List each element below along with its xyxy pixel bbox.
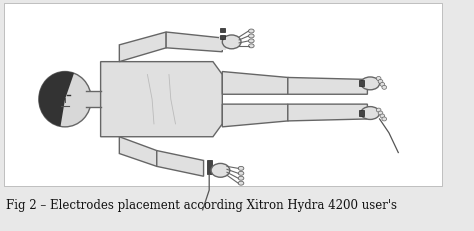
- Bar: [219, 37, 226, 51]
- Ellipse shape: [376, 77, 381, 81]
- Ellipse shape: [376, 109, 381, 112]
- Ellipse shape: [382, 86, 387, 90]
- Wedge shape: [39, 72, 74, 127]
- Bar: [359, 111, 364, 116]
- Ellipse shape: [378, 80, 383, 84]
- Circle shape: [39, 72, 91, 127]
- Bar: [4, 4, 442, 186]
- Ellipse shape: [248, 35, 254, 39]
- Polygon shape: [288, 105, 367, 122]
- Bar: [220, 36, 225, 40]
- Ellipse shape: [248, 40, 254, 44]
- Bar: [220, 29, 225, 33]
- Bar: [359, 81, 364, 87]
- Ellipse shape: [248, 30, 254, 34]
- Ellipse shape: [361, 107, 380, 120]
- Ellipse shape: [222, 36, 241, 50]
- Ellipse shape: [380, 83, 385, 87]
- Bar: [207, 161, 212, 175]
- Polygon shape: [100, 62, 222, 137]
- Polygon shape: [222, 105, 288, 127]
- Ellipse shape: [378, 112, 383, 116]
- Ellipse shape: [382, 118, 387, 122]
- Ellipse shape: [248, 45, 254, 49]
- Ellipse shape: [211, 164, 230, 177]
- Ellipse shape: [380, 115, 385, 119]
- Polygon shape: [166, 33, 222, 52]
- Ellipse shape: [238, 181, 244, 185]
- Ellipse shape: [361, 78, 380, 90]
- Polygon shape: [119, 33, 166, 62]
- Polygon shape: [222, 72, 288, 95]
- Ellipse shape: [238, 172, 244, 176]
- Polygon shape: [288, 78, 367, 95]
- Polygon shape: [119, 137, 157, 167]
- Text: Fig 2 – Electrodes placement according Xitron Hydra 4200 user's: Fig 2 – Electrodes placement according X…: [6, 198, 397, 211]
- Polygon shape: [157, 151, 203, 176]
- Polygon shape: [86, 92, 100, 108]
- Ellipse shape: [238, 176, 244, 180]
- Ellipse shape: [238, 167, 244, 170]
